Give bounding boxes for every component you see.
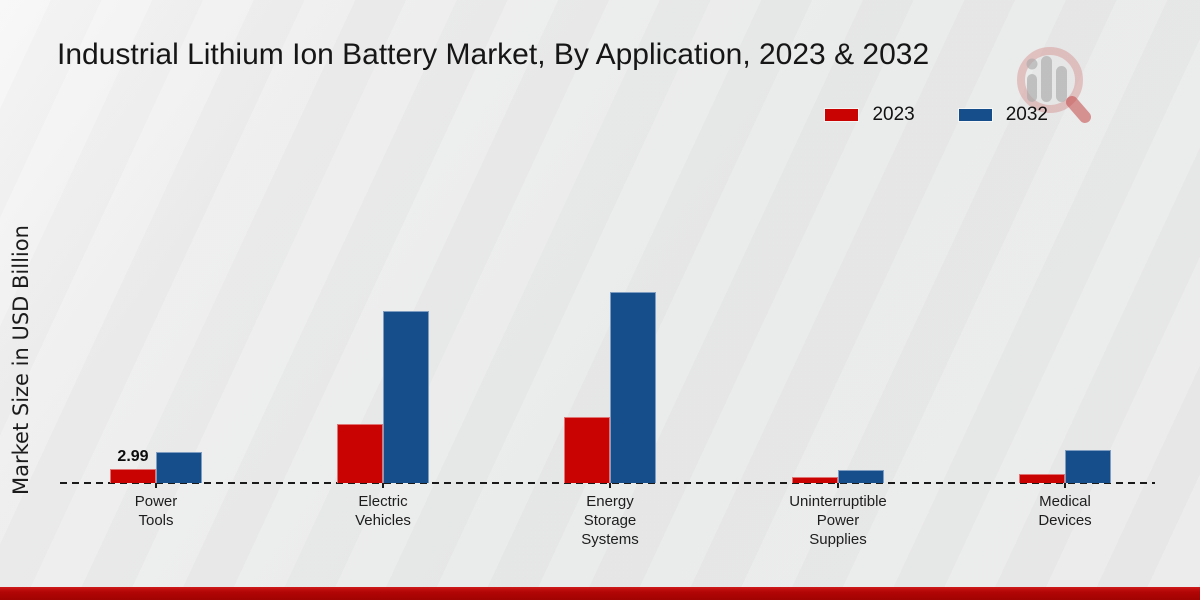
category-label-electric-vehicles: Electric Vehicles	[355, 493, 411, 529]
x-axis-tick-medical-devices	[1064, 483, 1066, 488]
legend-swatch-2023	[825, 109, 859, 121]
legend-label-2023: 2023	[872, 104, 915, 125]
y-axis-label: Market Size in USD Billion	[9, 225, 33, 495]
x-axis-tick-uninterruptible-power-supplies	[837, 483, 839, 488]
bar-2032-power-tools	[156, 452, 202, 483]
bar-2032-uninterruptible-power-supplies	[838, 470, 884, 483]
x-axis-tick-energy-storage-systems	[609, 483, 611, 488]
bottom-red-band	[0, 587, 1200, 600]
bar-2032-electric-vehicles	[383, 311, 429, 483]
category-label-uninterruptible-power-supplies: Uninterruptible Power Supplies	[789, 493, 887, 548]
category-label-medical-devices: Medical Devices	[1038, 493, 1092, 529]
bar-2032-medical-devices	[1065, 450, 1111, 483]
chart-title: Industrial Lithium Ion Battery Market, B…	[57, 38, 930, 71]
x-axis-tick-electric-vehicles	[382, 483, 384, 488]
x-axis-baseline	[60, 482, 1155, 484]
legend-item-2023: 2023	[825, 104, 915, 126]
legend: 2023 2032	[825, 104, 1048, 126]
bar-2023-medical-devices	[1019, 474, 1065, 483]
bar-2023-uninterruptible-power-supplies	[792, 477, 838, 483]
x-axis-tick-power-tools	[155, 483, 157, 488]
bar-2023-electric-vehicles	[337, 424, 383, 483]
data-label-2023-power-tools: 2.99	[117, 448, 149, 465]
bar-2023-energy-storage-systems	[564, 417, 610, 483]
legend-item-2032: 2032	[958, 104, 1048, 126]
category-label-power-tools: Power Tools	[134, 493, 178, 529]
legend-label-2032: 2032	[1005, 104, 1048, 125]
legend-swatch-2032	[958, 109, 992, 121]
magnifier-logo-watermark	[1017, 47, 1091, 123]
bar-2023-power-tools	[110, 469, 156, 483]
bar-2032-energy-storage-systems	[610, 292, 656, 483]
category-label-energy-storage-systems: Energy Storage Systems	[581, 493, 639, 548]
